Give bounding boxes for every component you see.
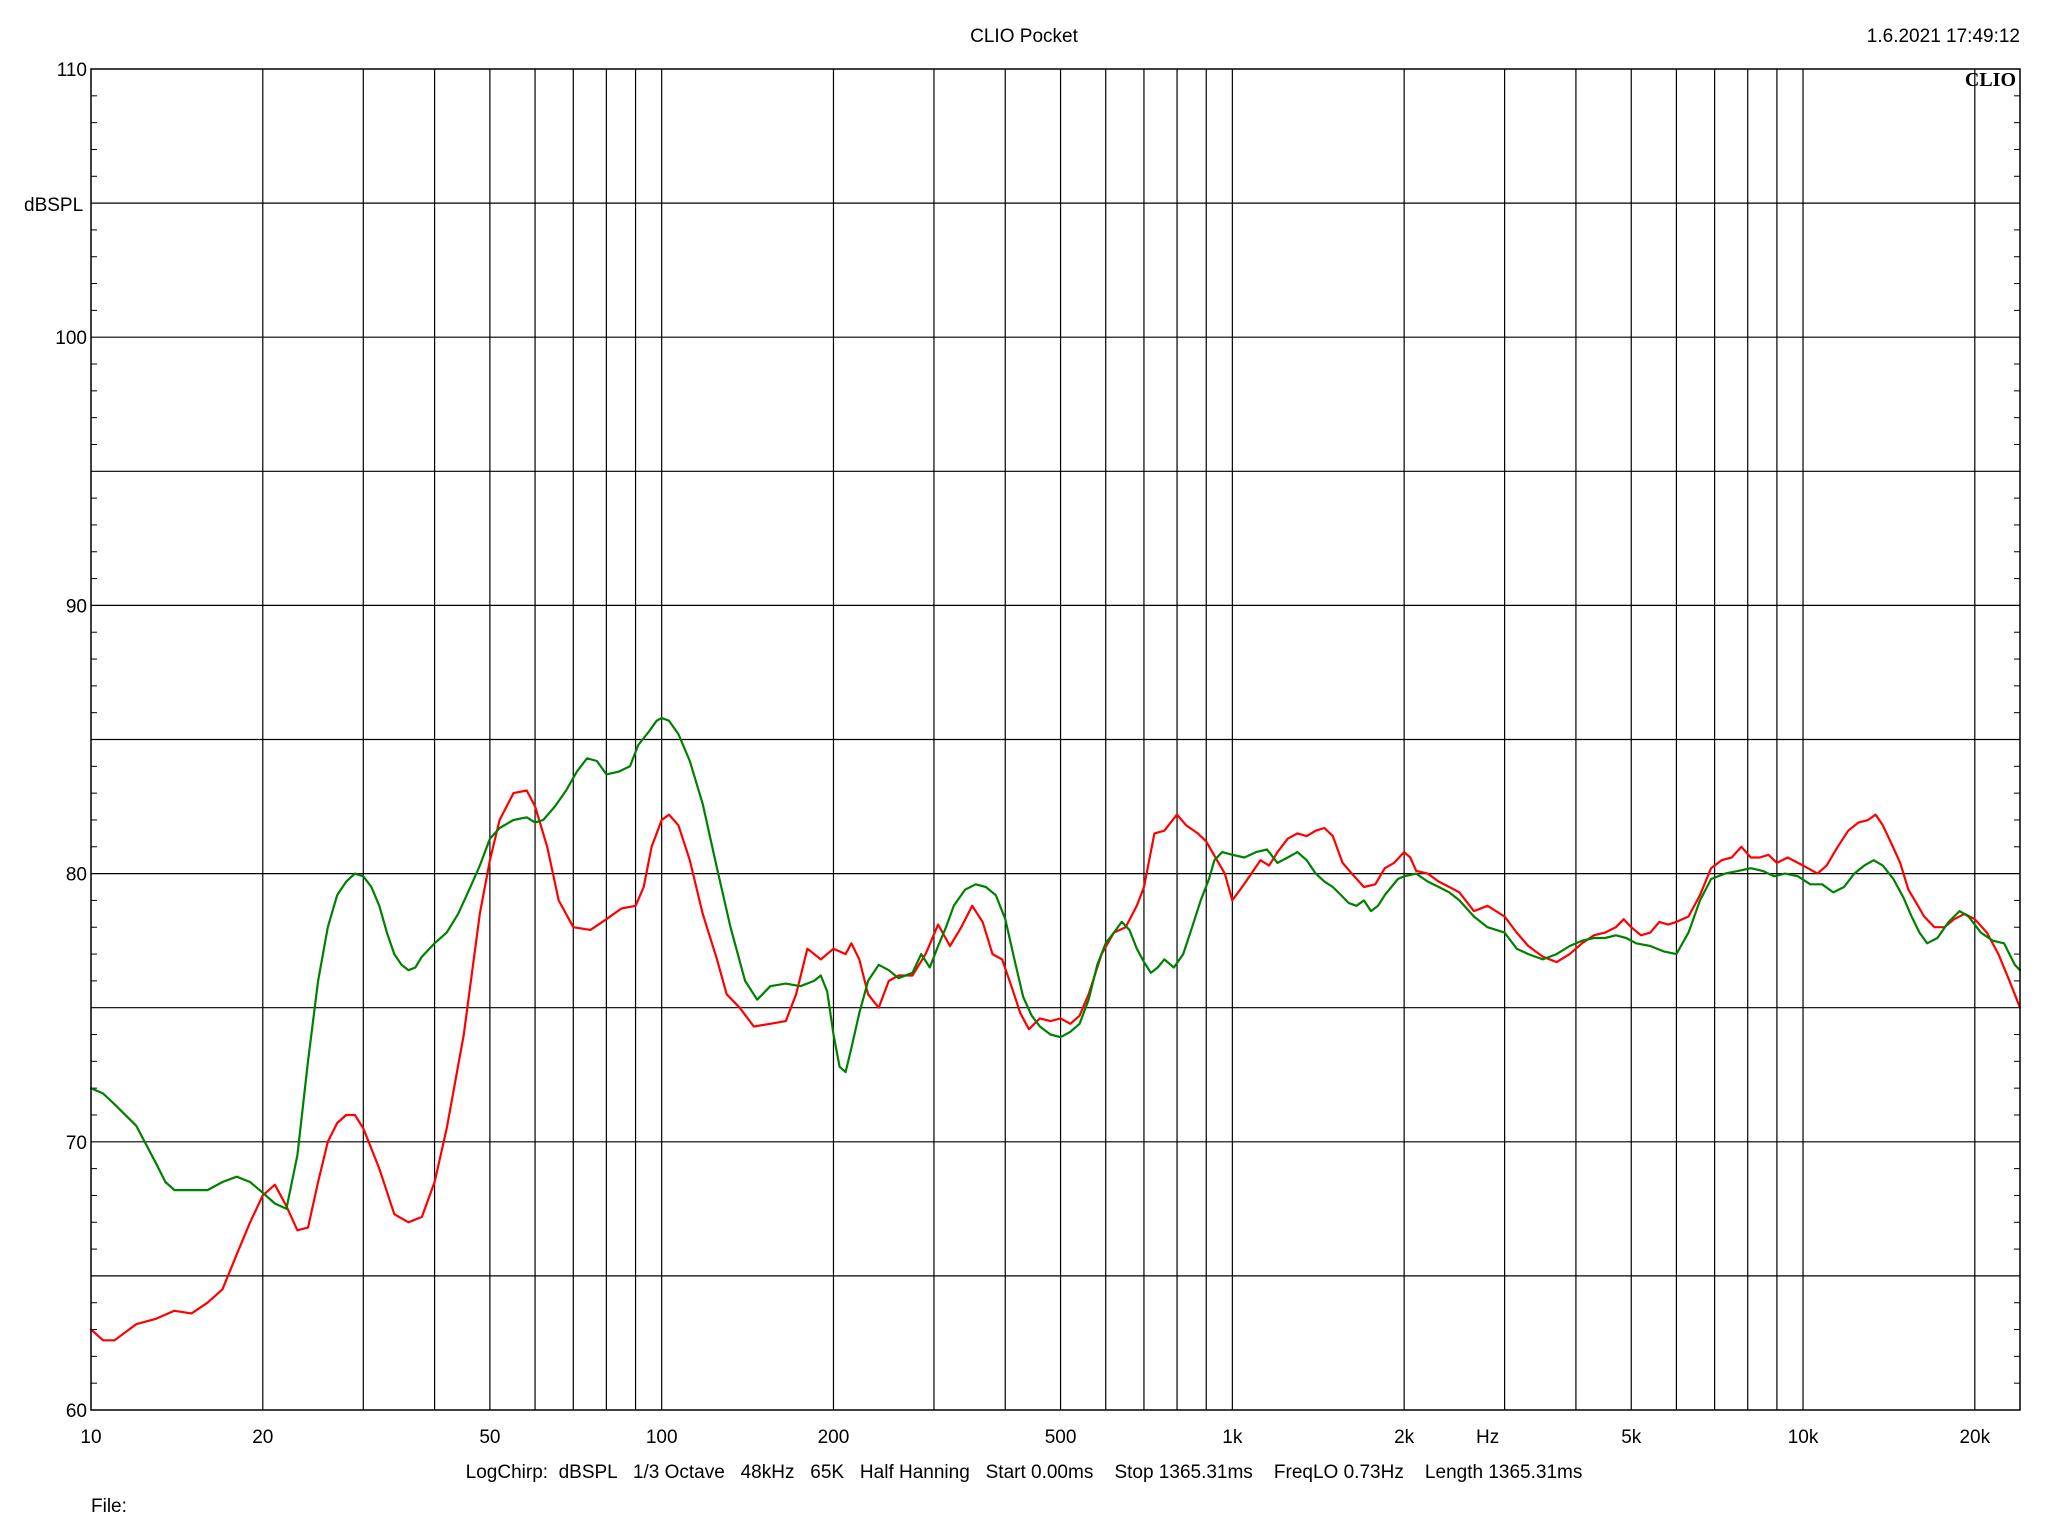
x-tick-label: 10 xyxy=(80,1427,101,1448)
y-axis-ticks: 60 70 80 90 100 110 xyxy=(55,60,87,1422)
x-tick-label: 20k xyxy=(1959,1427,1990,1448)
x-tick-label: 100 xyxy=(646,1427,678,1448)
series-line-2 xyxy=(89,716,2022,1210)
x-axis-ticks: 10 20 50 100 200 500 1k 2k 5k 10k 20k xyxy=(80,1427,1990,1448)
x-tick-label: 50 xyxy=(479,1427,500,1448)
x-tick-label: 2k xyxy=(1394,1427,1415,1448)
measurement-settings: LogChirp: dBSPL 1/3 Octave 48kHz 65K Hal… xyxy=(466,1462,1583,1483)
y-tick-label: 100 xyxy=(55,328,87,349)
file-label: File: xyxy=(91,1496,127,1517)
x-tick-label: 5k xyxy=(1621,1427,1642,1448)
y-tick-label: 90 xyxy=(66,596,87,617)
y-tick-label: 110 xyxy=(57,60,87,81)
series-line-1 xyxy=(89,789,2022,1342)
x-tick-label: 500 xyxy=(1045,1427,1077,1448)
y-tick-label: 70 xyxy=(66,1133,87,1154)
timestamp: 1.6.2021 17:49:12 xyxy=(1867,26,2020,47)
x-tick-label: 20 xyxy=(252,1427,273,1448)
x-axis-label: Hz xyxy=(1476,1427,1499,1448)
x-tick-label: 10k xyxy=(1788,1427,1819,1448)
y-axis-label: dBSPL xyxy=(24,195,83,216)
y-tick-label: 80 xyxy=(66,865,87,886)
chart-title: CLIO Pocket xyxy=(970,26,1078,47)
x-tick-label: 1k xyxy=(1222,1427,1243,1448)
clio-logo: CLIO xyxy=(1965,69,2016,91)
y-tick-label: 60 xyxy=(66,1401,87,1422)
grid xyxy=(91,69,2020,1410)
x-tick-label: 200 xyxy=(818,1427,850,1448)
plot-lines xyxy=(89,716,2022,1342)
plot-frame xyxy=(90,68,2021,1411)
